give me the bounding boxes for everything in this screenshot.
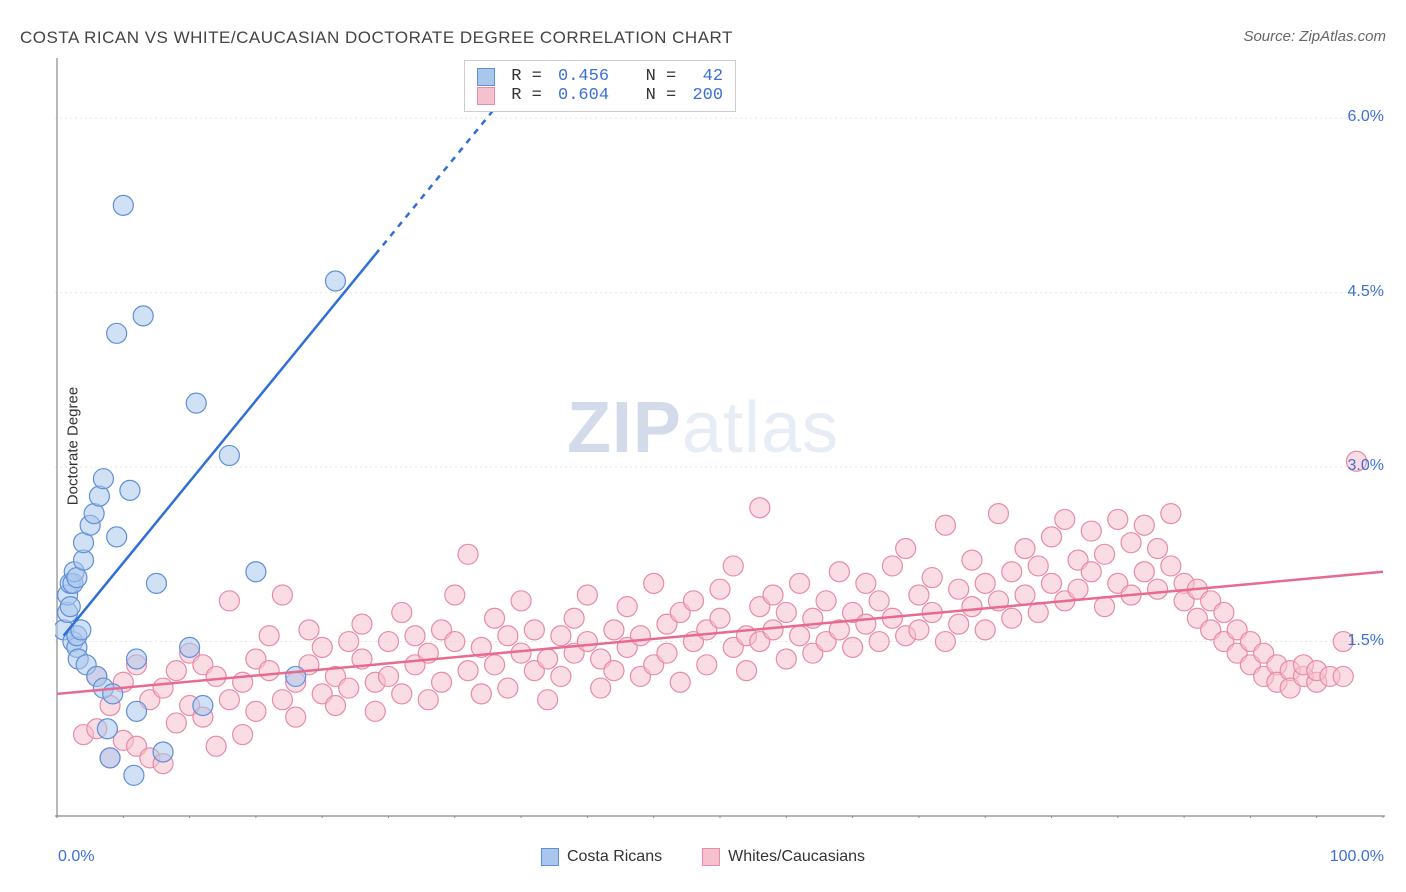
legend-item-costa-ricans: Costa Ricans	[541, 848, 662, 866]
correlation-stats-box: R = 0.456 N = 42 R = 0.604 N = 200	[464, 60, 736, 112]
y-tick-label: 6.0%	[1348, 108, 1384, 126]
legend-item-whites: Whites/Caucasians	[702, 848, 865, 866]
legend-swatch-icon	[541, 848, 559, 866]
chart-plot-area	[55, 58, 1385, 818]
y-tick-label: 1.5%	[1348, 632, 1384, 650]
stat-swatch-icon	[477, 87, 495, 105]
stat-n-value: 200	[692, 86, 723, 105]
stat-r-label: R =	[501, 67, 552, 86]
x-axis-min-label: 0.0%	[58, 848, 94, 866]
chart-title: COSTA RICAN VS WHITE/CAUCASIAN DOCTORATE…	[20, 28, 733, 48]
stat-n-value: 42	[692, 67, 723, 86]
stat-swatch-icon	[477, 68, 495, 86]
stat-r-label: R =	[501, 86, 552, 105]
legend-label: Costa Ricans	[567, 848, 662, 866]
stat-r-value: 0.456	[558, 67, 609, 86]
stat-n-label: N =	[615, 86, 686, 105]
stat-n-label: N =	[615, 67, 686, 86]
stat-row: R = 0.456 N = 42	[477, 67, 723, 86]
scatter-svg	[55, 58, 1385, 818]
x-axis-max-label: 100.0%	[1330, 848, 1384, 866]
y-tick-label: 4.5%	[1348, 283, 1384, 301]
legend-label: Whites/Caucasians	[728, 848, 865, 866]
stat-row: R = 0.604 N = 200	[477, 86, 723, 105]
y-tick-label: 3.0%	[1348, 457, 1384, 475]
legend-swatch-icon	[702, 848, 720, 866]
source-attribution: Source: ZipAtlas.com	[1243, 28, 1386, 45]
legend: Costa Ricans Whites/Caucasians	[541, 848, 865, 866]
stat-r-value: 0.604	[558, 86, 609, 105]
